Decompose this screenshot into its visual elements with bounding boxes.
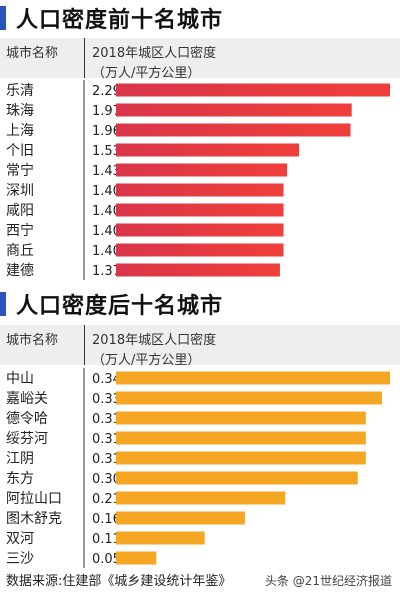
bottom-col-value: 2018年城区人口密度 [92,333,217,348]
bar [116,263,280,277]
category-label: 建德 [6,263,34,279]
bar [116,451,366,465]
bar [116,143,300,157]
top-table-header: 城市名称 2018年城区人口密度 （万人/平方公里） [0,38,400,81]
top-bar-chart: 乐清 2.29 珠海 1.97 上海 1.96 个旧 1.53 常宁 1.43 深圳 1.40 咸阳 1.… [6,80,390,280]
top-header-divider [84,38,85,78]
value-label: 1.43 [92,164,121,179]
bar [116,371,390,385]
top-col-city: 城市名称 [6,46,59,61]
bar [116,243,284,257]
bar [116,183,284,197]
top-section-title: 人口密度前十名城市 [0,4,224,33]
bar [116,531,205,545]
category-label: 绥芬河 [6,431,48,447]
category-label: 图木舒克 [6,511,62,527]
value-label: 1.40 [92,184,121,199]
bar [116,431,366,445]
category-label: 上海 [6,123,34,139]
category-label: 东方 [6,471,34,487]
bottom-table-header: 城市名称 2018年城区人口密度 （万人/平方公里） [0,325,400,368]
bar [116,391,382,405]
category-label: 中山 [6,371,34,387]
category-label: 三沙 [6,551,34,567]
category-label: 嘉峪关 [6,391,48,407]
value-label: 0.33 [92,392,121,407]
bar [116,511,245,525]
category-label: 西宁 [6,222,34,239]
category-label: 商丘 [6,243,34,259]
value-label: 0.16 [92,512,121,527]
bar [116,223,284,237]
category-label: 常宁 [6,162,34,179]
top-col-unit: （万人/平方公里） [92,66,201,81]
bottom-header-divider [84,325,85,365]
bar [116,411,366,425]
category-label: 双河 [6,531,34,547]
bar [116,551,157,565]
bottom-title-text: 人口密度后十名城市 [16,294,224,319]
bar [116,83,390,97]
bottom-col-city: 城市名称 [6,333,59,348]
value-label: 1.37 [92,264,121,279]
value-label: 0.05 [92,552,121,567]
category-label: 个旧 [6,143,34,159]
value-label: 1.40 [92,224,121,239]
bar [116,163,288,177]
top-col-value: 2018年城区人口密度 [92,46,217,61]
category-label: 深圳 [6,183,34,199]
value-label: 1.53 [92,144,121,159]
category-label: 江阴 [6,451,34,467]
watermark: 头条 @21世纪经济报道 [264,574,392,588]
category-label: 珠海 [6,103,34,119]
value-label: 0.21 [92,492,121,507]
value-label: 0.31 [92,412,121,427]
top-title-text: 人口密度前十名城市 [16,8,224,33]
value-label: 2.29 [92,84,121,99]
value-label: 1.97 [92,104,121,119]
value-label: 0.11 [92,532,121,547]
bottom-col-unit: （万人/平方公里） [92,353,201,368]
value-label: 1.40 [92,244,121,259]
value-label: 0.31 [92,432,121,447]
value-label: 1.40 [92,204,121,219]
bar [116,103,352,117]
category-label: 咸阳 [6,203,34,219]
category-label: 德令哈 [6,411,48,427]
source-note: 数据来源:住建部《城乡建设统计年鉴》 [6,574,232,589]
bar [116,491,286,505]
title-accent-bar [0,292,6,316]
bottom-bar-chart: 中山 0.34 嘉峪关 0.33 德令哈 0.31 绥芬河 0.31 江阴 0.31 东方 0.30 阿… [6,368,390,568]
bottom-section-title: 人口密度后十名城市 [0,290,224,319]
value-label: 0.31 [92,452,121,467]
category-label: 阿拉山口 [6,491,62,507]
value-label: 0.30 [92,472,121,487]
bar [116,471,358,485]
bar [116,123,351,137]
value-label: 0.34 [92,372,121,387]
title-accent-bar [0,6,6,30]
bar [116,203,284,217]
category-label: 乐清 [6,83,34,99]
value-label: 1.96 [92,124,121,139]
